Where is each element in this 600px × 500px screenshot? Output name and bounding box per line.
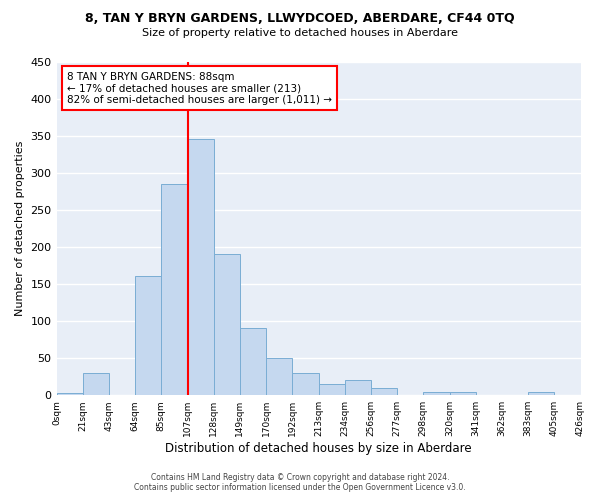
Bar	[345, 380, 371, 395]
X-axis label: Distribution of detached houses by size in Aberdare: Distribution of detached houses by size …	[165, 442, 472, 455]
Text: 8, TAN Y BRYN GARDENS, LLWYDCOED, ABERDARE, CF44 0TQ: 8, TAN Y BRYN GARDENS, LLWYDCOED, ABERDA…	[85, 12, 515, 26]
Bar	[292, 373, 319, 395]
Text: Contains HM Land Registry data © Crown copyright and database right 2024.
Contai: Contains HM Land Registry data © Crown c…	[134, 473, 466, 492]
Bar	[319, 384, 345, 395]
Bar	[266, 358, 292, 395]
Bar	[188, 140, 214, 395]
Bar	[135, 276, 161, 395]
Bar	[83, 373, 109, 395]
Bar	[528, 392, 554, 395]
Bar	[161, 184, 188, 395]
Text: 8 TAN Y BRYN GARDENS: 88sqm
← 17% of detached houses are smaller (213)
82% of se: 8 TAN Y BRYN GARDENS: 88sqm ← 17% of det…	[67, 72, 332, 104]
Bar	[56, 393, 83, 395]
Bar	[240, 328, 266, 395]
Text: Size of property relative to detached houses in Aberdare: Size of property relative to detached ho…	[142, 28, 458, 38]
Bar	[424, 392, 449, 395]
Bar	[449, 392, 476, 395]
Y-axis label: Number of detached properties: Number of detached properties	[15, 140, 25, 316]
Bar	[371, 388, 397, 395]
Bar	[214, 254, 240, 395]
